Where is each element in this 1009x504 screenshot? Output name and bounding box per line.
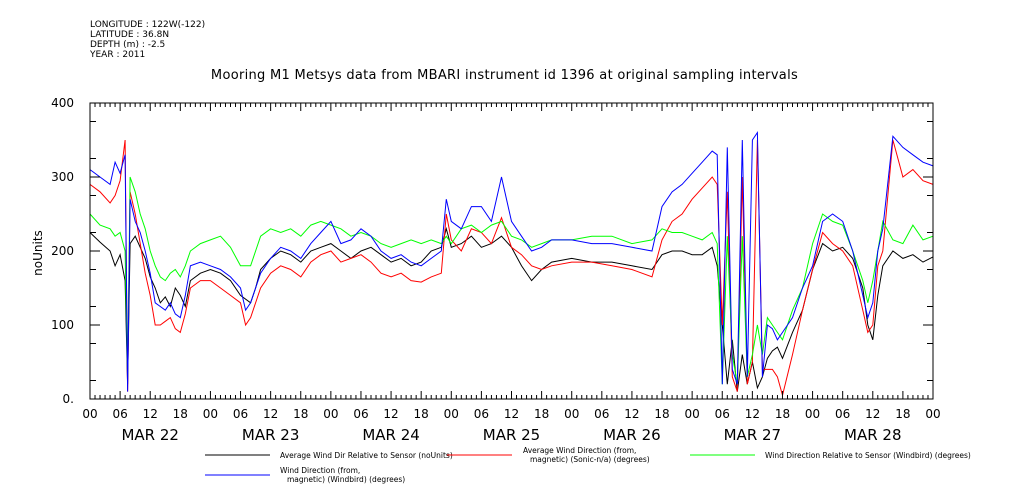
x-tick-label: 12 bbox=[624, 407, 639, 421]
x-tick-label: 00 bbox=[203, 407, 218, 421]
x-tick-label: 00 bbox=[323, 407, 338, 421]
x-tick-label: 12 bbox=[263, 407, 278, 421]
x-tick-label: 00 bbox=[925, 407, 940, 421]
plot-lines bbox=[89, 131, 934, 398]
x-tick-label: 00 bbox=[564, 407, 579, 421]
x-tick-label: 12 bbox=[745, 407, 760, 421]
x-tick-label: 12 bbox=[383, 407, 398, 421]
x-tick-label: 06 bbox=[715, 407, 730, 421]
series-line-3 bbox=[89, 131, 934, 392]
series-line-0 bbox=[89, 226, 934, 392]
x-tick-label: 00 bbox=[805, 407, 820, 421]
y-axis: 0. 100 200 300 400 bbox=[51, 96, 933, 406]
y-axis-label: noUnits bbox=[31, 230, 45, 276]
y-tick-label: 400 bbox=[51, 96, 74, 110]
x-tick-label: 18 bbox=[414, 407, 429, 421]
legend-label-series3-line1: Wind Direction (from, bbox=[280, 466, 360, 475]
x-day-label: MAR 28 bbox=[844, 426, 901, 444]
x-tick-label: 12 bbox=[865, 407, 880, 421]
y-tick-label: 100 bbox=[51, 318, 74, 332]
x-tick-label: 18 bbox=[173, 407, 188, 421]
x-tick-label: 06 bbox=[112, 407, 127, 421]
longitude-text: LONGITUDE : 122W(-122) bbox=[90, 20, 206, 30]
year-text: YEAR : 2011 bbox=[90, 50, 146, 60]
legend-label-series1-line1: Average Wind Direction (from, bbox=[523, 446, 636, 455]
x-tick-label: 06 bbox=[594, 407, 609, 421]
legend-label-series2: Wind Direction Relative to Sensor (Windb… bbox=[765, 451, 971, 460]
x-tick-label: 00 bbox=[444, 407, 459, 421]
x-day-label: MAR 26 bbox=[603, 426, 660, 444]
y-tick-label: 0. bbox=[63, 392, 74, 406]
x-tick-label: 06 bbox=[353, 407, 368, 421]
legend: Average Wind Dir Relative to Sensor (noU… bbox=[205, 446, 971, 484]
latitude-text: LATITUDE : 36.8N bbox=[90, 30, 170, 40]
legend-label-series3-line2: magnetic) (Windbird) (degrees) bbox=[287, 475, 405, 484]
x-tick-label: 18 bbox=[293, 407, 308, 421]
y-tick-label: 300 bbox=[51, 170, 74, 184]
x-tick-label: 18 bbox=[775, 407, 790, 421]
x-tick-label: 00 bbox=[82, 407, 97, 421]
x-day-label: MAR 25 bbox=[483, 426, 540, 444]
x-tick-label: 12 bbox=[143, 407, 158, 421]
x-axis: 00 06 12 18 00 06 12 18 00 06 12 18 00 06 12 18 00 06 12 18… bbox=[82, 103, 941, 444]
chart-title: Mooring M1 Metsys data from MBARI instru… bbox=[210, 68, 799, 83]
x-tick-label: 06 bbox=[233, 407, 248, 421]
x-day-label: MAR 23 bbox=[242, 426, 299, 444]
x-day-label: MAR 22 bbox=[121, 426, 178, 444]
x-tick-label: 00 bbox=[685, 407, 700, 421]
x-tick-label: 18 bbox=[654, 407, 669, 421]
series-line-2 bbox=[89, 176, 934, 385]
metadata-block: LONGITUDE : 122W(-122) LATITUDE : 36.8N … bbox=[90, 20, 205, 60]
legend-label-series0: Average Wind Dir Relative to Sensor (noU… bbox=[280, 451, 453, 460]
x-day-label: MAR 24 bbox=[362, 426, 419, 444]
x-tick-label: 06 bbox=[474, 407, 489, 421]
x-tick-label: 06 bbox=[835, 407, 850, 421]
y-tick-label: 200 bbox=[51, 244, 74, 258]
legend-label-series1-line2: magnetic) (Sonic-n/a) (degrees) bbox=[530, 455, 650, 464]
x-tick-label: 18 bbox=[534, 407, 549, 421]
x-day-label: MAR 27 bbox=[724, 426, 781, 444]
x-tick-label: 12 bbox=[504, 407, 519, 421]
x-tick-label: 18 bbox=[895, 407, 910, 421]
series-line-1 bbox=[89, 139, 934, 398]
plot-frame bbox=[89, 102, 934, 400]
depth-text: DEPTH (m) : -2.5 bbox=[90, 40, 166, 50]
